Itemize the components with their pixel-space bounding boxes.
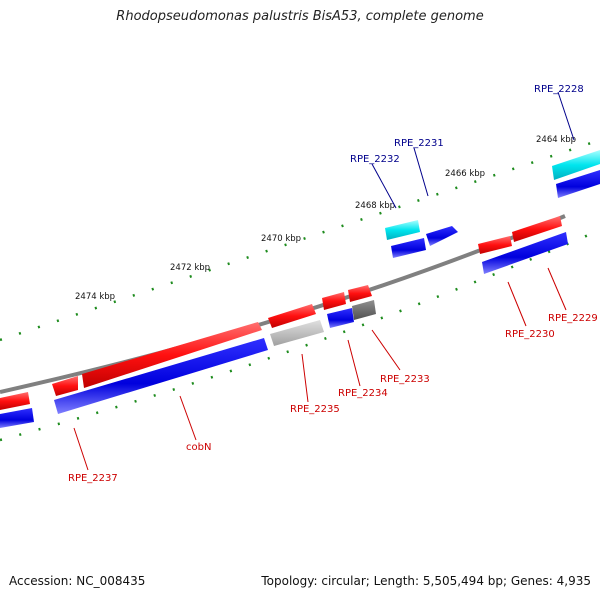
leader-rpe2228: [557, 91, 575, 141]
leader-rpe2229: [547, 267, 567, 311]
leader-rpe2233: [371, 329, 401, 371]
gene-label-rpe2230[interactable]: RPE_2230: [505, 329, 555, 340]
gene-label-rpe2229[interactable]: RPE_2229: [548, 313, 598, 324]
gene-rpe2231-rev[interactable]: [426, 226, 458, 246]
scale-label-2472: 2472 kbp: [170, 263, 210, 273]
gene-rpe2228-arrow[interactable]: [552, 150, 600, 180]
gene-label-rpe2233[interactable]: RPE_2233: [380, 374, 430, 385]
gene-rpe2233-arrow[interactable]: [348, 285, 372, 302]
leader-rpe2232: [371, 163, 397, 209]
leader-rpe2234: [347, 339, 361, 387]
gene-rpe2238-rev[interactable]: [0, 408, 34, 428]
gene-rpe2235-rev[interactable]: [270, 320, 324, 346]
gene-rpe2234-arrow[interactable]: [322, 292, 346, 310]
scale-label-2470: 2470 kbp: [261, 234, 301, 244]
gene-label-rpe2237[interactable]: RPE_2237: [68, 473, 118, 484]
gene-rpe2232-arrow[interactable]: [385, 220, 420, 240]
gene-rpe2230-arrow[interactable]: [478, 236, 512, 254]
gene-cobn-arrow[interactable]: [82, 322, 262, 388]
gene-rpe2234-rev[interactable]: [327, 308, 354, 328]
gene-label-rpe2231[interactable]: RPE_2231: [394, 138, 444, 149]
reverse-genes: [0, 170, 600, 428]
genome-title: Rhodopseudomonas palustris BisA53, compl…: [116, 9, 484, 24]
gene-rpe2229-arrow[interactable]: [512, 216, 562, 242]
leader-rpe2235: [301, 353, 309, 403]
leader-rpe2230: [507, 281, 527, 327]
leader-rpe2231: [413, 147, 429, 197]
gene-label-rpe2235[interactable]: RPE_2235: [290, 404, 340, 415]
leader-rpe2237: [73, 427, 89, 471]
gene-rpe2233-rev[interactable]: [352, 300, 376, 320]
gene-label-rpe2232[interactable]: RPE_2232: [350, 154, 400, 165]
forward-genes: [0, 150, 600, 410]
gene-rpe2232-rev[interactable]: [391, 238, 426, 258]
gene-rpe2230-rev[interactable]: [482, 232, 568, 274]
gene-cobn-rev[interactable]: [54, 338, 268, 414]
accession-text: Accession: NC_008435: [9, 574, 146, 588]
gene-label-rpe2234[interactable]: RPE_2234: [338, 388, 388, 399]
gene-label-rpe2228[interactable]: RPE_2228: [534, 84, 584, 95]
genome-summary-text: Topology: circular; Length: 5,505,494 bp…: [261, 574, 591, 588]
gene-rpe2235-arrow[interactable]: [268, 304, 316, 328]
scale-label-2474: 2474 kbp: [75, 292, 115, 302]
leader-cobn: [179, 395, 197, 441]
scale-label-2468: 2468 kbp: [355, 201, 395, 211]
gene-label-cobn[interactable]: cobN: [186, 442, 211, 453]
gene-rpe2237-arrow[interactable]: [52, 376, 78, 396]
scale-label-2466: 2466 kbp: [445, 169, 485, 179]
gene-rpe2228-rev[interactable]: [556, 170, 600, 198]
scale-label-2464: 2464 kbp: [536, 135, 576, 145]
gene-rpe2238-arrow[interactable]: [0, 392, 30, 410]
